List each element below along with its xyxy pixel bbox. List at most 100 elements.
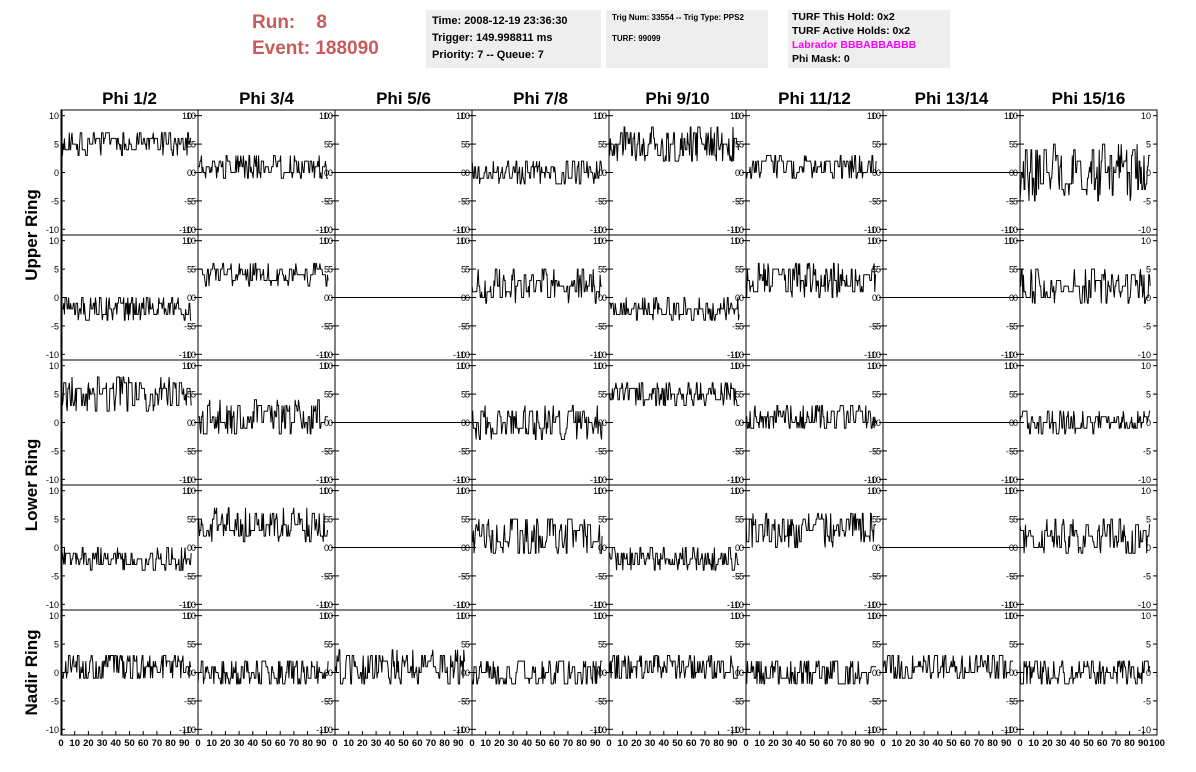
- y-tick-label: -5: [458, 321, 466, 331]
- x-tick-label: 30: [782, 738, 793, 749]
- x-tick-label: 0: [880, 738, 885, 749]
- y-tick-label: 0: [739, 293, 744, 303]
- y-tick-label: 5: [598, 265, 603, 275]
- y-tick-label: 10: [593, 361, 603, 371]
- waveform-panel: 10 105 50 0-5 -5-10 -10: [594, 234, 747, 361]
- x-tick-label: 30: [645, 738, 656, 749]
- x-tick-label: 0: [332, 738, 337, 749]
- waveform-trace: [61, 655, 192, 679]
- x-tick-label: 20: [1042, 738, 1053, 749]
- y-tick-label: 10: [730, 111, 740, 121]
- y-tick-label: 5: [1013, 515, 1018, 525]
- y-tick-label: -10: [179, 475, 192, 485]
- x-tick-label: 30: [234, 738, 245, 749]
- y-tick-label: 0: [876, 543, 881, 553]
- x-tick-label: 90: [727, 738, 738, 749]
- x-tick-label: 40: [659, 738, 670, 749]
- y-tick-label: -5: [599, 321, 607, 331]
- y-tick-label: 0: [876, 418, 881, 428]
- y-tick-label: -10: [1005, 725, 1018, 735]
- y-tick-label: -5: [321, 196, 329, 206]
- run-event-box: Run: 8 Event: 188090: [252, 10, 422, 68]
- y-tick-label: -5: [51, 696, 59, 706]
- y-tick-label: 10: [593, 111, 603, 121]
- y-tick-label: 0: [465, 418, 470, 428]
- y-tick-label: 10: [734, 236, 744, 246]
- y-tick-label: -5: [325, 321, 333, 331]
- y-tick-label: 0: [328, 543, 333, 553]
- x-tick-label: 20: [768, 738, 779, 749]
- panel-frame: [745, 484, 884, 611]
- y-tick-label: -5: [325, 571, 333, 581]
- y-tick-label: 5: [735, 390, 740, 400]
- y-tick-label: -5: [51, 196, 59, 206]
- ring-label: Upper Ring: [22, 189, 41, 281]
- y-tick-label: -10: [179, 600, 192, 610]
- y-tick-label: 5: [328, 515, 333, 525]
- y-tick-label: -5: [1006, 321, 1014, 331]
- y-tick-label: -5: [462, 321, 470, 331]
- y-tick-label: 5: [735, 515, 740, 525]
- y-tick-label: -10: [1005, 225, 1018, 235]
- time-text: Time: 2008-12-19 23:36:30: [432, 15, 568, 27]
- y-tick-label: 5: [1146, 140, 1151, 150]
- x-tick-label: 60: [549, 738, 560, 749]
- y-tick-label: 10: [1004, 611, 1014, 621]
- y-tick-label: -10: [727, 725, 740, 735]
- y-tick-label: -10: [457, 725, 470, 735]
- y-tick-label: 0: [191, 168, 196, 178]
- waveform-trace: [608, 126, 740, 162]
- y-tick-label: -5: [458, 571, 466, 581]
- y-tick-label: 5: [876, 515, 881, 525]
- waveform-panel: 10 105 50 0-5 -5-10 -10: [183, 359, 336, 486]
- x-tick-label: 70: [426, 738, 437, 749]
- y-tick-label: 5: [328, 265, 333, 275]
- y-tick-label: 0: [54, 168, 59, 178]
- x-tick-label: 80: [1124, 738, 1135, 749]
- y-tick-label: 10: [597, 361, 607, 371]
- panel-frame: [334, 609, 473, 736]
- x-tick-label: 90: [316, 738, 327, 749]
- x-tick-label: 60: [412, 738, 423, 749]
- x-tick-label: 70: [152, 738, 163, 749]
- x-tick-label: 40: [796, 738, 807, 749]
- y-tick-label: 5: [602, 640, 607, 650]
- waveform-panel: 10 105 50 0-5 -5-10 -10: [868, 484, 1021, 611]
- y-tick-label: -5: [1006, 446, 1014, 456]
- y-tick-label: -5: [1143, 321, 1151, 331]
- y-tick-label: -5: [736, 196, 744, 206]
- y-tick-label: -10: [316, 600, 329, 610]
- y-tick-label: 5: [328, 390, 333, 400]
- y-tick-label: 10: [182, 486, 192, 496]
- y-tick-label: 0: [324, 293, 329, 303]
- y-tick-label: 10: [593, 236, 603, 246]
- y-tick-label: 10: [323, 111, 333, 121]
- y-tick-label: 10: [1008, 111, 1018, 121]
- waveform-trace: [745, 660, 877, 685]
- y-tick-label: 5: [602, 140, 607, 150]
- waveform-panel: 10 105 50 0-5 -5-10 -10: [320, 359, 473, 486]
- y-tick-label: -10: [590, 225, 603, 235]
- y-tick-label: -10: [316, 475, 329, 485]
- x-tick-label: 30: [919, 738, 930, 749]
- x-tick-label: 10: [480, 738, 491, 749]
- x-tick-label: 70: [837, 738, 848, 749]
- x-tick-label: 80: [850, 738, 861, 749]
- y-tick-label: -5: [1143, 571, 1151, 581]
- waveform-trace: [60, 376, 192, 412]
- waveform-panel: 10 105 50 0-5 -5-10 -10: [457, 359, 610, 486]
- y-tick-label: -10: [731, 225, 744, 235]
- y-tick-label: 0: [465, 293, 470, 303]
- y-tick-label: -5: [1010, 696, 1018, 706]
- y-tick-label: -5: [595, 196, 603, 206]
- panel-frame: [608, 484, 747, 611]
- y-tick-label: -10: [594, 475, 607, 485]
- run-label: Run:: [252, 12, 296, 33]
- y-tick-label: -10: [590, 475, 603, 485]
- y-tick-label: 10: [734, 111, 744, 121]
- panel-frame: [60, 359, 199, 486]
- y-tick-label: -10: [316, 725, 329, 735]
- x-tick-label: 50: [946, 738, 957, 749]
- y-tick-label: 0: [739, 168, 744, 178]
- panel-frame: [197, 609, 336, 736]
